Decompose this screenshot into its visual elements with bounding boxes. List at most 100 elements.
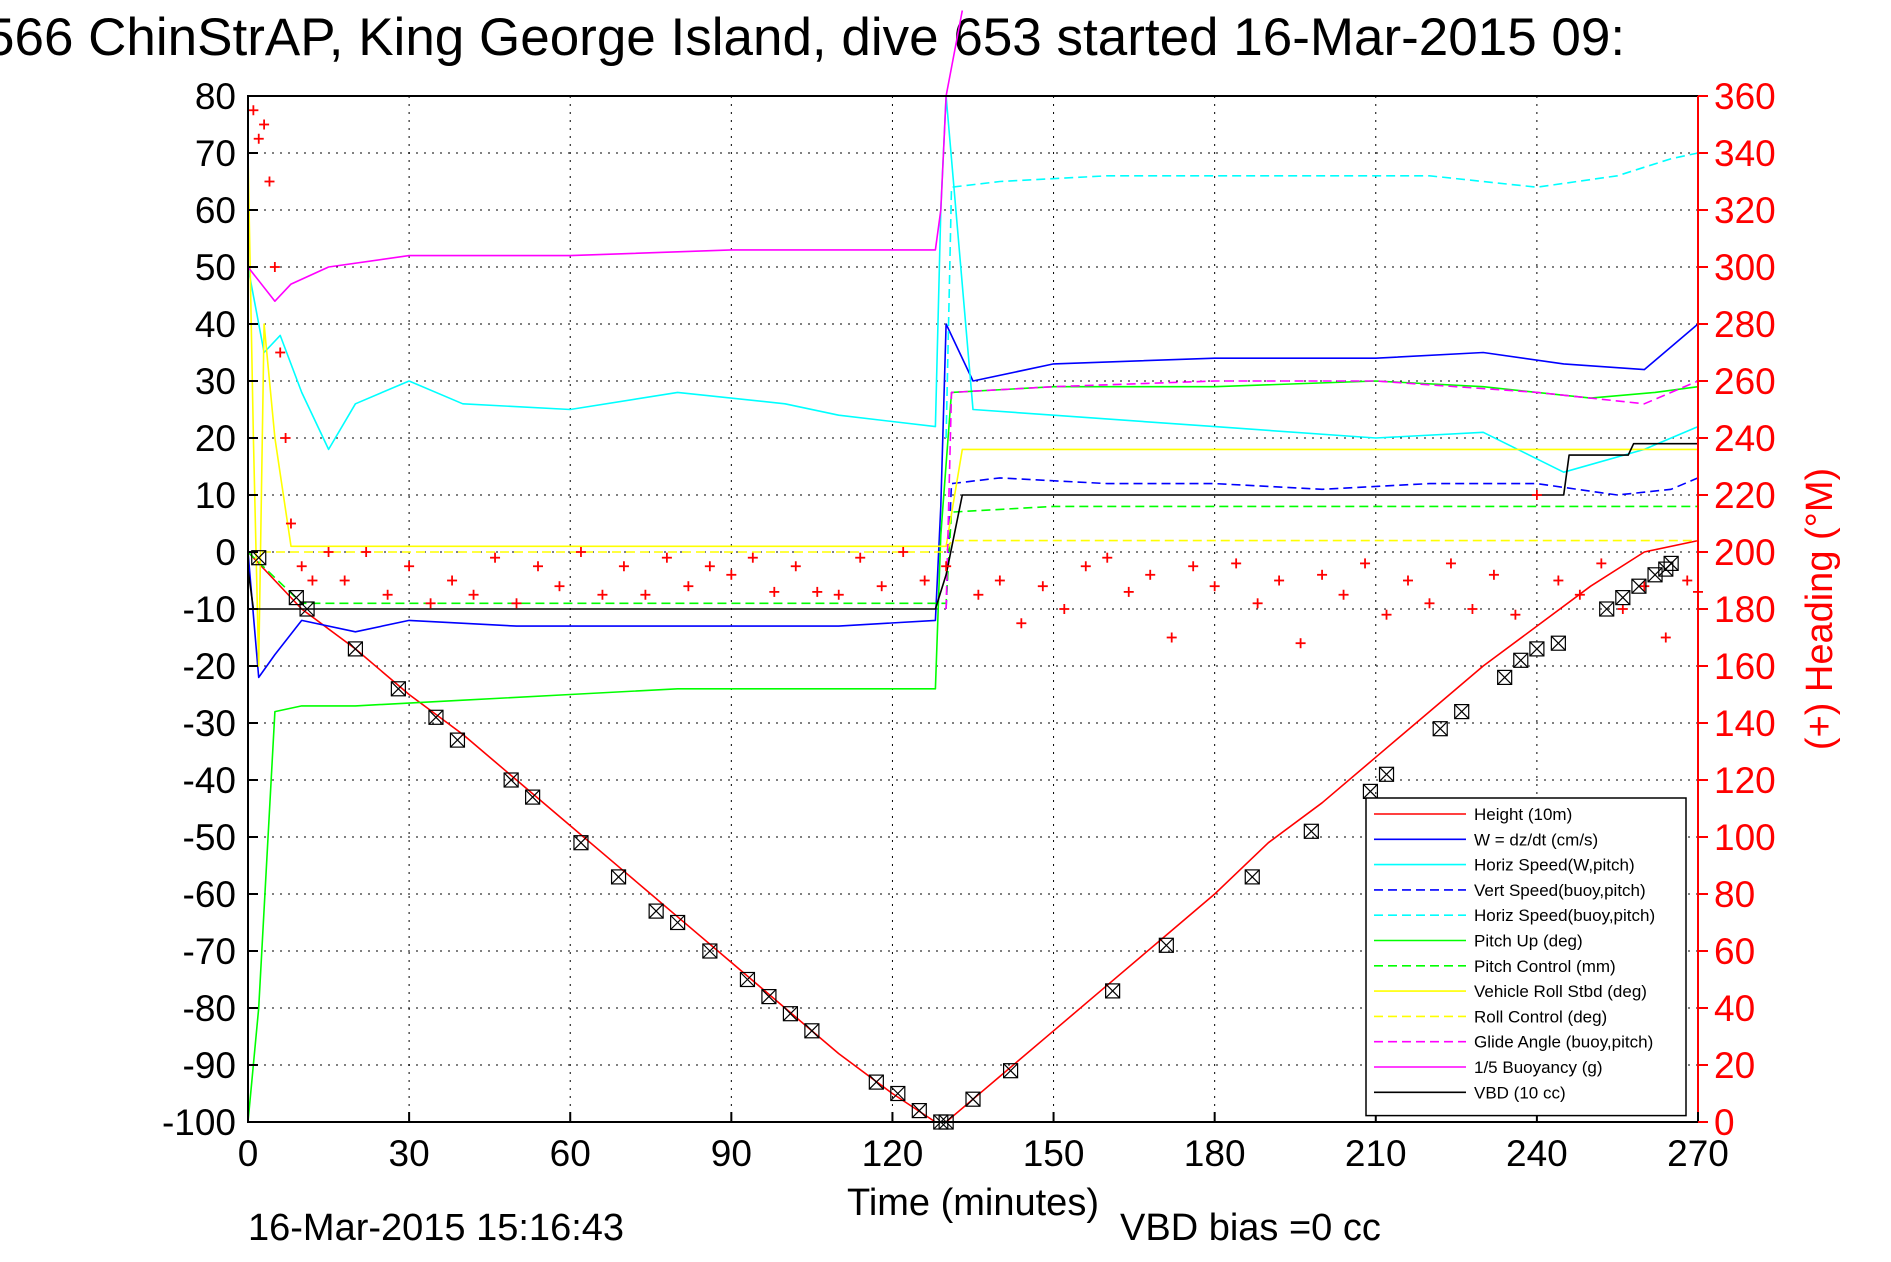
y2-tick-label: 220 (1714, 475, 1776, 516)
dive-marker (965, 1091, 981, 1107)
heading-point (1424, 598, 1435, 609)
heading-point (790, 561, 801, 572)
series-vehicle-roll-stbd-deg (247, 152, 1698, 667)
dive-marker (761, 988, 777, 1005)
heading-point (1231, 558, 1242, 569)
dive-marker (1002, 1063, 1019, 1079)
dive-marker (1454, 703, 1470, 720)
y-tick-label: -70 (183, 931, 236, 972)
dive-marker (1550, 635, 1566, 651)
y2-tick-label: 160 (1714, 646, 1776, 687)
heading-point (618, 561, 629, 572)
x-tick-label: 120 (862, 1133, 924, 1174)
series-vbd-10-cc (247, 442, 1698, 610)
series-pitch-up-deg (247, 380, 1699, 1123)
series-roll-control-deg (248, 539, 1698, 553)
dive-marker (251, 550, 267, 566)
heading-point (1360, 558, 1371, 569)
dive-marker (428, 709, 444, 725)
footer-vbd-bias: VBD bias =0 cc (1120, 1207, 1381, 1249)
heading-point (1553, 575, 1564, 586)
legend-entry-label: Horiz Speed(buoy,pitch) (1474, 906, 1655, 925)
heading-point (425, 598, 436, 609)
heading-point (1080, 561, 1091, 572)
y-tick-label: -80 (183, 988, 236, 1029)
y-tick-label: 0 (215, 532, 236, 573)
heading-point (253, 133, 264, 144)
heading-point (280, 433, 291, 443)
heading-point (747, 552, 758, 563)
legend-box (1365, 797, 1687, 1117)
dive-marker (1303, 823, 1319, 839)
heading-point (726, 569, 737, 580)
heading-point (1596, 558, 1607, 569)
dive-marker (739, 971, 756, 988)
y2-tick-label: 0 (1714, 1102, 1735, 1143)
x-tick-label: 180 (1184, 1133, 1246, 1174)
heading-point (307, 575, 318, 586)
y2-tick-label: 340 (1714, 133, 1776, 174)
heading-point (1639, 581, 1650, 592)
legend-entry-label: Horiz Speed(W,pitch) (1474, 856, 1635, 875)
heading-point (769, 586, 780, 597)
dive-marker (525, 789, 541, 805)
axis-layer: 0 30 60 90 120 150 180 210 240 270 80 70 60 50 40 30 20 1… (162, 76, 1776, 1174)
legend-entry-label: VBD (10 cc) (1474, 1083, 1566, 1102)
heading-point (919, 575, 930, 586)
heading-point (640, 589, 651, 600)
heading-point (704, 561, 715, 572)
legend-entry-label: Pitch Up (deg) (1474, 932, 1583, 951)
heading-point (554, 581, 565, 592)
x-axis-label: Time (minutes) (847, 1182, 1099, 1224)
heading-point (248, 105, 259, 116)
legend-entry-label: Vehicle Roll Stbd (deg) (1474, 982, 1647, 1001)
heading-point (1145, 569, 1156, 580)
heading-point (1059, 604, 1070, 614)
heading-point (994, 575, 1005, 586)
heading-point (855, 552, 866, 563)
heading-point (1381, 609, 1392, 620)
y-tick-label: 70 (195, 133, 236, 174)
heading-point (876, 581, 887, 592)
dive-marker (390, 681, 406, 697)
heading-point (1445, 558, 1456, 569)
y2-tick-label: 280 (1714, 304, 1776, 345)
series-horiz-speed-w-pitch (247, 95, 1699, 474)
x-tick-label: 30 (389, 1133, 430, 1174)
heading-point (1188, 561, 1199, 572)
x-tick-label: 90 (711, 1133, 752, 1174)
heading-point (941, 561, 952, 572)
heading-point (1574, 589, 1585, 600)
x-tick-label: 0 (238, 1133, 259, 1174)
heading-point (833, 589, 844, 600)
dive-marker (782, 1006, 799, 1022)
heading-point (1531, 490, 1542, 500)
heading-point (511, 598, 522, 609)
y-tick-label: -10 (183, 589, 236, 630)
y2-tick-label: 120 (1714, 760, 1776, 801)
heading-point (1338, 589, 1349, 600)
series-vert-speed-buoy-pitch (945, 477, 1699, 610)
x-tick-label: 240 (1506, 1133, 1568, 1174)
heading-layer (248, 105, 1703, 649)
y-tick-label: 20 (195, 418, 236, 459)
heading-point (339, 575, 350, 586)
heading-point (1274, 575, 1285, 586)
y2-tick-label: 240 (1714, 418, 1776, 459)
heading-point (1037, 581, 1048, 592)
y-tick-label: 50 (195, 247, 236, 288)
heading-point (1252, 598, 1263, 609)
dive-marker (1432, 721, 1448, 737)
dive-marker (1647, 567, 1663, 583)
dive-marker (1105, 983, 1121, 999)
series-horiz-speed-buoy-pitch (945, 152, 1699, 439)
heading-point (1488, 569, 1499, 580)
heading-point (490, 552, 501, 563)
y2-tick-label: 140 (1714, 703, 1776, 744)
dive-marker (1599, 601, 1615, 617)
y2-tick-label: 60 (1714, 931, 1755, 972)
dive-marker (648, 903, 664, 919)
y-tick-label: -30 (183, 703, 236, 744)
dive-marker (503, 772, 519, 788)
